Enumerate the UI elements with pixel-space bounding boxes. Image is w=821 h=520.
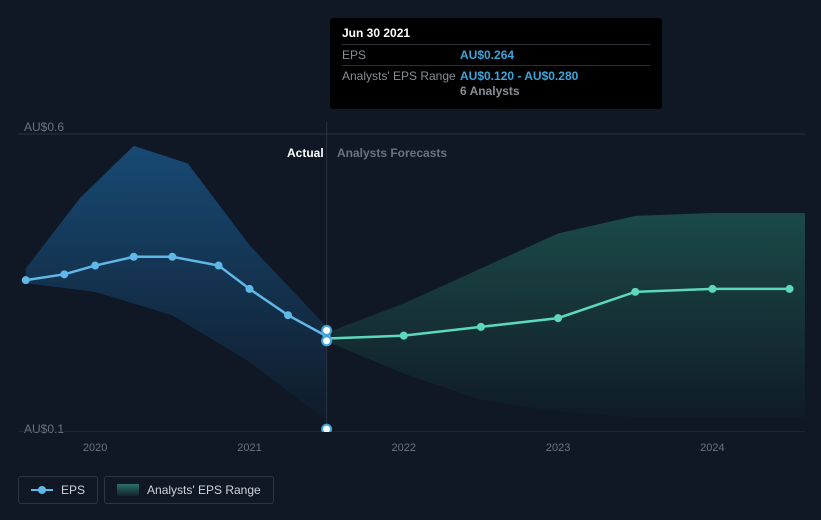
tooltip-range-label: Analysts' EPS Range bbox=[342, 69, 460, 98]
eps-forecast-marker bbox=[400, 332, 408, 340]
x-tick: 2024 bbox=[700, 442, 724, 454]
chart-legend: EPS Analysts' EPS Range bbox=[18, 476, 274, 504]
tooltip-range-row: Analysts' EPS Range AU$0.120 - AU$0.280 … bbox=[342, 65, 650, 101]
legend-label: Analysts' EPS Range bbox=[147, 483, 261, 497]
eps-forecast-marker bbox=[708, 285, 716, 293]
eps-forecast-marker bbox=[786, 285, 794, 293]
highlight-marker bbox=[322, 336, 331, 345]
tooltip-eps-value: AU$0.264 bbox=[460, 48, 514, 62]
line-swatch-icon bbox=[31, 485, 53, 495]
eps-marker bbox=[245, 285, 253, 293]
eps-marker bbox=[130, 253, 138, 261]
actual-range-area bbox=[26, 146, 327, 420]
chart-tooltip: Jun 30 2021 EPS AU$0.264 Analysts' EPS R… bbox=[330, 18, 662, 109]
chart-svg bbox=[18, 122, 805, 432]
x-tick: 2020 bbox=[83, 442, 107, 454]
legend-item[interactable]: Analysts' EPS Range bbox=[104, 476, 274, 504]
eps-marker bbox=[284, 311, 292, 319]
eps-marker bbox=[168, 253, 176, 261]
eps-marker bbox=[215, 262, 223, 270]
highlight-marker bbox=[322, 425, 331, 432]
eps-forecast-marker bbox=[631, 288, 639, 296]
eps-forecast-marker bbox=[554, 314, 562, 322]
x-tick: 2022 bbox=[392, 442, 416, 454]
tooltip-range-value: AU$0.120 - AU$0.280 bbox=[460, 69, 578, 83]
x-tick: 2021 bbox=[237, 442, 261, 454]
legend-item[interactable]: EPS bbox=[18, 476, 98, 504]
eps-chart[interactable] bbox=[18, 122, 805, 432]
eps-forecast-marker bbox=[477, 323, 485, 331]
eps-marker bbox=[60, 270, 68, 278]
tooltip-date: Jun 30 2021 bbox=[342, 26, 650, 44]
tooltip-eps-row: EPS AU$0.264 bbox=[342, 44, 650, 65]
x-tick: 2023 bbox=[546, 442, 570, 454]
legend-label: EPS bbox=[61, 483, 85, 497]
eps-marker bbox=[91, 262, 99, 270]
area-swatch-icon bbox=[117, 484, 139, 496]
highlight-marker bbox=[322, 326, 331, 335]
eps-marker bbox=[22, 276, 30, 284]
tooltip-eps-label: EPS bbox=[342, 48, 460, 62]
tooltip-analysts-count: 6 Analysts bbox=[460, 84, 578, 98]
x-axis: 2020 2021 2022 2023 2024 bbox=[18, 442, 805, 462]
